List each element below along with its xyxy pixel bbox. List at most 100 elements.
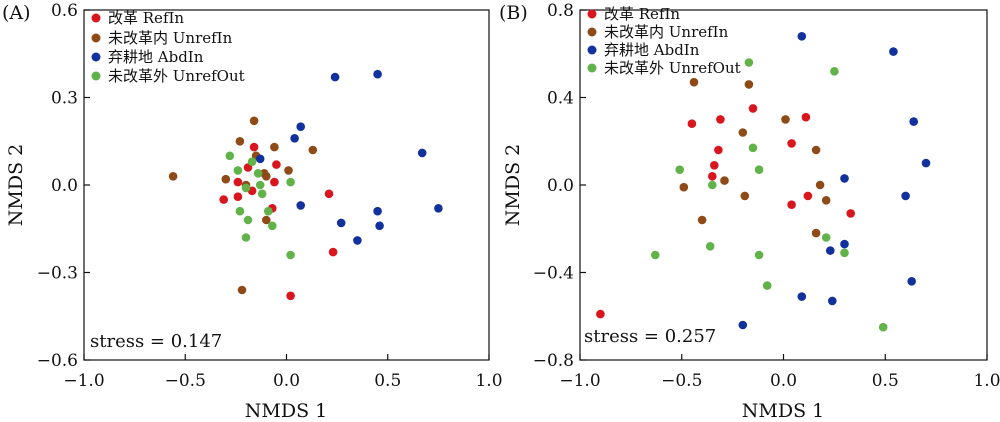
panel-b-ticks: −1.0 −0.5 0.0 0.5 1.0 −0.8 −0.4 0.0 0.4 0.8	[533, 1, 1000, 391]
data-point-abdin	[375, 221, 384, 231]
legend-marker-abdin	[91, 52, 101, 62]
data-point-abdin	[336, 218, 346, 228]
data-point-refin	[801, 112, 811, 122]
data-point-refin	[249, 142, 259, 152]
legend-label-abdin: 弃耕地 AbdIn	[108, 48, 204, 66]
y-tick-label: 0.6	[51, 1, 78, 21]
data-point-abdin	[255, 154, 265, 164]
data-point-unrefin	[738, 128, 748, 137]
data-point-refin	[803, 191, 813, 201]
y-tick-label: 0.0	[547, 176, 574, 196]
x-tick-label: −1.0	[63, 371, 104, 391]
data-point-unrefin	[689, 77, 699, 87]
data-point-unrefin	[221, 174, 231, 184]
y-tick-label: −0.8	[533, 351, 574, 371]
data-point-abdin	[909, 117, 918, 126]
data-point-refin	[710, 161, 719, 170]
data-point-unrefout	[675, 165, 684, 174]
data-point-refin	[846, 209, 855, 218]
data-point-unrefin	[259, 169, 269, 178]
data-point-unrefout	[762, 281, 772, 290]
data-point-abdin	[373, 69, 382, 79]
data-point-unrefin	[235, 137, 245, 146]
data-point-abdin	[738, 320, 748, 330]
data-point-abdin	[290, 134, 299, 143]
data-point-abdin	[417, 148, 427, 158]
data-point-refin	[270, 177, 279, 187]
data-point-unrefout	[235, 206, 245, 216]
data-point-unrefout	[241, 233, 251, 242]
x-tick-label: 1.0	[475, 371, 502, 391]
data-point-unrefin	[237, 285, 247, 295]
legend-label-unrefin: 未改革内 UnrefIn	[604, 23, 729, 41]
data-point-unrefout	[255, 180, 265, 190]
data-point-refin	[324, 189, 334, 199]
data-point-unrefout	[708, 180, 717, 190]
y-tick-label: 0.3	[51, 89, 78, 109]
panel-a-points	[168, 69, 443, 301]
legend-marker-abdin	[587, 45, 597, 55]
data-point-unrefout	[233, 166, 243, 175]
data-point-abdin	[797, 32, 807, 41]
data-point-unrefin	[697, 215, 707, 225]
data-point-refin	[233, 177, 243, 187]
panel-b-label: (B)	[499, 2, 528, 24]
panel-a-ticks: −1.0 −0.5 0.0 0.5 1.0 −0.6 −0.3 0.0 0.3 0.6	[37, 1, 503, 391]
data-point-unrefin	[811, 228, 821, 238]
data-point-abdin	[434, 204, 443, 213]
data-point-unrefout	[264, 206, 273, 216]
data-point-unrefin	[811, 145, 821, 155]
data-point-unrefout	[840, 248, 849, 258]
data-point-unrefin	[720, 176, 729, 185]
x-tick-label: 0.5	[872, 371, 899, 391]
legend-marker-unrefout	[91, 71, 101, 81]
x-tick-label: 0.0	[273, 371, 300, 391]
data-point-unrefout	[878, 322, 888, 332]
panel-b-points	[596, 32, 931, 332]
data-point-abdin	[296, 201, 306, 210]
legend-marker-refin	[587, 9, 597, 19]
data-point-unrefout	[268, 221, 277, 231]
y-tick-label: 0.4	[547, 89, 574, 109]
data-point-unrefout	[821, 233, 831, 242]
panel-b-y-axis-title: NMDS 2	[502, 144, 524, 226]
legend-marker-unrefin	[587, 27, 597, 37]
data-point-unrefout	[754, 250, 764, 260]
panel-a-x-axis-title: NMDS 1	[245, 400, 327, 422]
y-tick-label: 0.0	[51, 176, 78, 196]
panel-b-stress-label: stress = 0.257	[584, 326, 716, 347]
legend-label-unrefout: 未改革外 UnrefOut	[604, 59, 741, 77]
panel-b: (B) −1.0 −0.5 0.0 0.5 1.0 −0.8 −0.4 0.0 0.4 0.8 改…	[499, 1, 1000, 422]
y-tick-label: −0.4	[533, 264, 574, 284]
data-point-refin	[286, 291, 295, 301]
panel-b-legend: 改革 RefIn 未改革内 UnrefIn 弃耕地 AbdIn 未改革外 Unr…	[587, 5, 741, 77]
legend-label-unrefin: 未改革内 UnrefIn	[108, 29, 233, 47]
data-point-abdin	[840, 174, 849, 183]
data-point-unrefout	[257, 189, 267, 199]
data-point-unrefout	[754, 165, 764, 174]
data-point-unrefout	[225, 151, 235, 161]
legend-marker-unrefout	[587, 63, 597, 73]
data-point-unrefin	[744, 80, 754, 89]
panel-a-stress-label: stress = 0.147	[90, 331, 222, 352]
data-point-abdin	[921, 158, 931, 168]
data-point-abdin	[797, 292, 807, 301]
legend-marker-unrefin	[91, 33, 101, 43]
legend-label-refin: 改革 RefIn	[108, 9, 184, 27]
data-point-unrefin	[781, 115, 790, 124]
x-tick-label: −1.0	[559, 371, 600, 391]
data-point-refin	[716, 115, 725, 124]
data-point-abdin	[373, 206, 382, 216]
y-tick-label: −0.6	[37, 351, 78, 371]
legend-label-abdin: 弃耕地 AbdIn	[604, 41, 700, 59]
data-point-refin	[787, 200, 796, 209]
data-point-refin	[328, 247, 338, 257]
data-point-unrefin	[249, 116, 259, 126]
data-point-abdin	[907, 277, 916, 286]
data-point-unrefin	[815, 180, 825, 190]
data-point-abdin	[353, 236, 362, 245]
data-point-abdin	[296, 122, 306, 131]
data-point-unrefout	[241, 183, 251, 193]
y-tick-label: 0.8	[547, 1, 574, 21]
